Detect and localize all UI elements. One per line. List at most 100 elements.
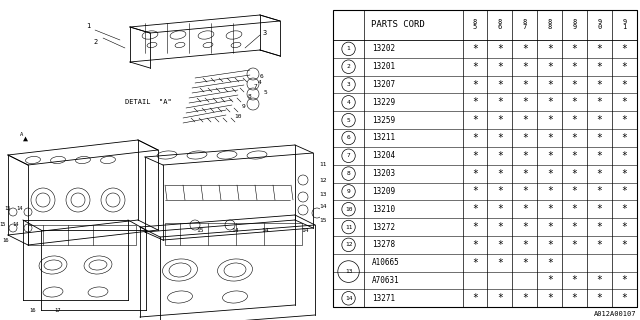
Text: *: *	[596, 151, 602, 161]
Bar	[165, 223, 302, 245]
Text: 4: 4	[258, 79, 262, 84]
Text: 8: 8	[347, 171, 351, 176]
Text: *: *	[497, 133, 503, 143]
Text: *: *	[522, 204, 528, 214]
Text: *: *	[547, 44, 553, 54]
Text: *: *	[472, 187, 478, 196]
Text: 13202: 13202	[372, 44, 396, 53]
Text: *: *	[621, 62, 627, 72]
Text: *: *	[472, 115, 478, 125]
Text: *: *	[621, 240, 627, 250]
Text: 13271: 13271	[372, 294, 396, 303]
Text: *: *	[596, 115, 602, 125]
Text: 8
5: 8 5	[473, 19, 477, 30]
Text: *: *	[472, 258, 478, 268]
Text: *: *	[547, 293, 553, 303]
Text: *: *	[572, 293, 577, 303]
Text: *: *	[497, 62, 503, 72]
Text: *: *	[497, 258, 503, 268]
Text: 9: 9	[347, 189, 351, 194]
Text: 13278: 13278	[372, 240, 396, 249]
Text: *: *	[497, 44, 503, 54]
Text: *: *	[522, 115, 528, 125]
Text: A10665: A10665	[372, 258, 400, 267]
Text: *: *	[522, 97, 528, 107]
Text: 8
6: 8 6	[498, 19, 502, 30]
Text: 15: 15	[4, 205, 12, 211]
Text: *: *	[497, 97, 503, 107]
Text: 15: 15	[0, 222, 6, 228]
Text: 13: 13	[345, 269, 352, 274]
Text: *: *	[621, 293, 627, 303]
Text: *: *	[472, 97, 478, 107]
Text: 12: 12	[319, 178, 327, 182]
Text: 2: 2	[94, 39, 98, 45]
Text: *: *	[621, 97, 627, 107]
Text: 13207: 13207	[372, 80, 396, 89]
Text: *: *	[572, 240, 577, 250]
Text: 14: 14	[319, 204, 327, 210]
Text: 14: 14	[17, 205, 23, 211]
Text: 15: 15	[319, 218, 327, 222]
Text: 8
8: 8 8	[548, 19, 552, 30]
Text: 7: 7	[254, 84, 258, 89]
Text: *: *	[596, 204, 602, 214]
Text: 10: 10	[345, 207, 352, 212]
Text: *: *	[472, 222, 478, 232]
Text: 13211: 13211	[372, 133, 396, 142]
Text: 9
0: 9 0	[597, 19, 602, 30]
Text: 15: 15	[196, 228, 204, 233]
Text: *: *	[596, 169, 602, 179]
Text: *: *	[572, 62, 577, 72]
Text: *: *	[547, 258, 553, 268]
Text: A: A	[20, 132, 24, 138]
Text: *: *	[547, 133, 553, 143]
Text: *: *	[547, 97, 553, 107]
Text: 8
7: 8 7	[523, 19, 527, 30]
Text: *: *	[547, 115, 553, 125]
Text: *: *	[522, 44, 528, 54]
Text: *: *	[621, 80, 627, 90]
Text: *: *	[572, 204, 577, 214]
Text: *: *	[547, 276, 553, 285]
Text: A70631: A70631	[372, 276, 400, 285]
Text: *: *	[522, 258, 528, 268]
Text: 9: 9	[242, 103, 246, 108]
Text: *: *	[572, 169, 577, 179]
Text: 16: 16	[3, 237, 9, 243]
Text: *: *	[621, 169, 627, 179]
Text: *: *	[522, 222, 528, 232]
Text: 5: 5	[263, 90, 267, 94]
Text: 11: 11	[319, 163, 327, 167]
Text: 7: 7	[347, 153, 351, 158]
Text: 9
1: 9 1	[622, 19, 627, 30]
Text: 13209: 13209	[372, 187, 396, 196]
Text: PARTS CORD: PARTS CORD	[371, 20, 424, 29]
Text: *: *	[547, 204, 553, 214]
Text: 13: 13	[319, 193, 327, 197]
Text: *: *	[596, 276, 602, 285]
Bar	[28, 225, 136, 245]
Text: *: *	[497, 80, 503, 90]
Text: *: *	[572, 276, 577, 285]
Text: *: *	[572, 44, 577, 54]
Text: 1: 1	[86, 23, 90, 29]
Text: *: *	[522, 169, 528, 179]
Text: 14: 14	[345, 296, 352, 301]
Text: *: *	[497, 115, 503, 125]
Text: *: *	[497, 187, 503, 196]
Text: *: *	[572, 80, 577, 90]
Text: *: *	[472, 204, 478, 214]
Text: *: *	[621, 151, 627, 161]
Text: *: *	[621, 204, 627, 214]
Text: 1: 1	[347, 46, 351, 52]
Text: *: *	[596, 44, 602, 54]
Text: 13210: 13210	[372, 205, 396, 214]
Text: *: *	[596, 187, 602, 196]
Text: *: *	[572, 97, 577, 107]
Text: 11: 11	[345, 225, 352, 229]
Text: *: *	[621, 133, 627, 143]
Text: 12: 12	[345, 242, 352, 247]
Text: *: *	[547, 187, 553, 196]
Text: ▲: ▲	[22, 133, 28, 142]
